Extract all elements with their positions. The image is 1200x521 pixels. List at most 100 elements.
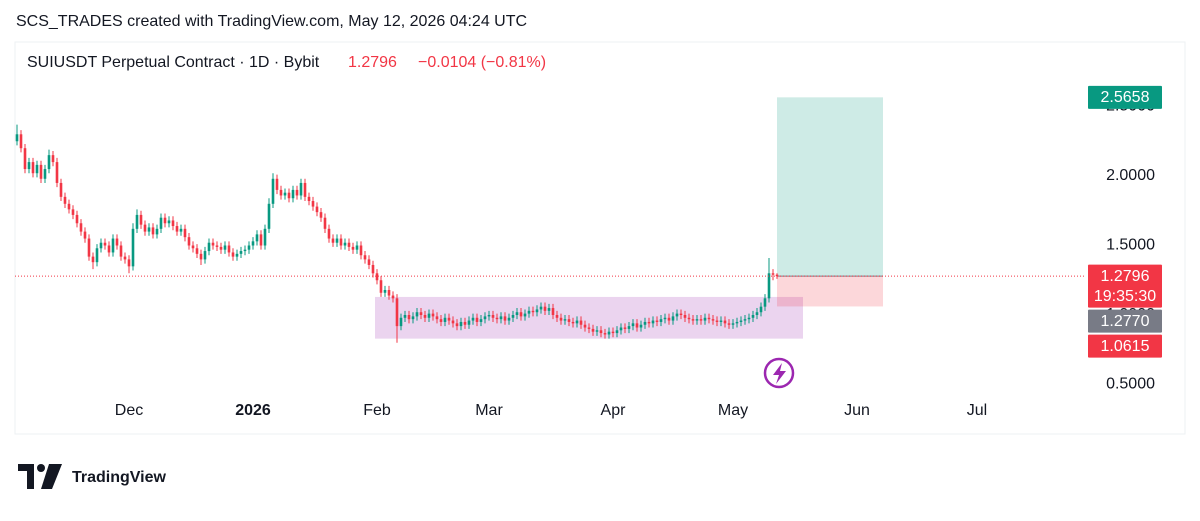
candle-body [435, 316, 439, 320]
x-tick-label: Feb [363, 402, 391, 419]
candle-body [775, 274, 779, 277]
candle-body [383, 289, 387, 293]
candle-body [235, 253, 239, 257]
candle-body [579, 320, 583, 325]
candle-body [615, 330, 619, 334]
candle-body [611, 331, 615, 334]
candle-body [547, 308, 551, 311]
candle-body [99, 242, 103, 249]
candle-body [43, 169, 47, 179]
x-tick-label: May [718, 402, 748, 419]
candle-body [87, 238, 91, 257]
candle-body [295, 189, 299, 196]
candle-body [739, 320, 743, 322]
candle-body [595, 330, 599, 332]
candle-body [483, 316, 487, 320]
candle-body [727, 323, 731, 325]
price-label-box [1088, 85, 1162, 109]
price-label: 1.0615 [1101, 338, 1150, 355]
candle-body [415, 312, 419, 317]
candle-body [331, 238, 335, 243]
candle-body [351, 246, 355, 250]
candle-body [479, 319, 483, 322]
candle-body [67, 203, 71, 210]
candle-body [771, 273, 775, 275]
candle-body [691, 319, 695, 321]
candle-body [39, 164, 43, 179]
candle-body [663, 317, 667, 320]
price-label-box [1088, 309, 1162, 333]
candle-body [395, 298, 399, 327]
candle-body [115, 238, 119, 246]
candle-body [559, 317, 563, 321]
candle-body [347, 242, 351, 247]
candle-body [287, 192, 291, 199]
candle-body [203, 251, 207, 260]
price-label-box [1088, 334, 1162, 358]
candle-body [403, 315, 407, 318]
candle-body [267, 203, 271, 229]
candle-body [639, 324, 643, 328]
candle-body [411, 316, 415, 320]
candle-body [623, 327, 627, 329]
candle-body [495, 317, 499, 320]
candle-body [391, 295, 395, 299]
candle-body [263, 228, 267, 246]
candle-body [59, 182, 63, 197]
candle-body [519, 312, 523, 317]
candle-body [147, 227, 151, 232]
candle-body [83, 231, 87, 239]
candle-body [631, 323, 635, 327]
candle-body [15, 134, 19, 142]
candle-body [463, 321, 467, 325]
candle-body [343, 242, 347, 246]
candle-body [27, 162, 31, 170]
candle-body [507, 317, 511, 321]
candle-body [243, 249, 247, 252]
candle-body [31, 162, 35, 174]
candle-body [367, 259, 371, 265]
chart-title: SUIUSDT Perpetual Contract · 1D · Bybit [27, 54, 320, 71]
candle-body [455, 323, 459, 327]
candle-body [339, 238, 343, 246]
candle-body [527, 310, 531, 314]
candle-body [191, 245, 195, 249]
candle-body [195, 248, 199, 254]
candle-body [131, 228, 135, 267]
candle-body [251, 241, 255, 246]
candle-body [571, 321, 575, 324]
candle-body [531, 310, 535, 313]
candle-body [487, 315, 491, 317]
candle-body [151, 227, 155, 235]
candle-body [371, 264, 375, 274]
candle-body [311, 201, 315, 207]
candle-body [763, 298, 767, 307]
chart-frame [14, 41, 1186, 435]
price-label: 1.2796 [1101, 268, 1150, 285]
candle-body [19, 134, 23, 149]
price-label: 2.5658 [1101, 89, 1150, 106]
candle-body [143, 224, 147, 232]
candle-body [231, 252, 235, 257]
candle-body [315, 206, 319, 213]
candle-body [227, 245, 231, 253]
candle-body [107, 245, 111, 253]
candle-body [95, 248, 99, 263]
candle-body [303, 182, 307, 197]
candle-body [619, 327, 623, 331]
candle-body [23, 148, 27, 170]
candle-body [111, 238, 115, 253]
candle-body [163, 217, 167, 224]
y-tick-label: 1.5000 [1106, 237, 1155, 254]
tradingview-logo [18, 464, 62, 489]
y-tick-label: 2.0000 [1106, 167, 1155, 184]
candle-body [207, 242, 211, 252]
candle-body [47, 155, 51, 170]
candle-body [743, 319, 747, 321]
candle-body [171, 220, 175, 227]
candle-body [679, 313, 683, 316]
candle-body [635, 323, 639, 328]
candle-body [167, 220, 171, 224]
candle-body [443, 317, 447, 322]
